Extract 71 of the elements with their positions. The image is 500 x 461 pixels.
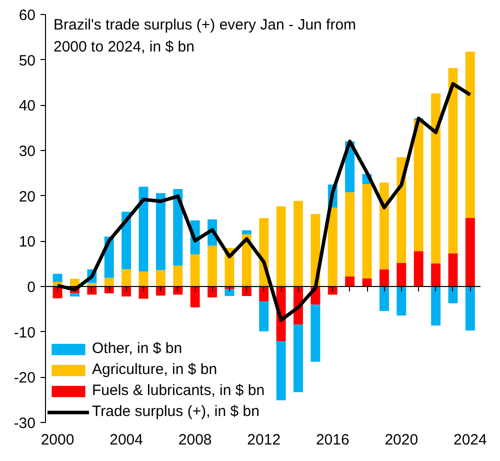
bar: [259, 286, 269, 302]
bar: [208, 246, 218, 286]
bar: [138, 186, 148, 272]
y-tick-label: 0: [27, 279, 36, 296]
bar: [276, 341, 286, 400]
x-tick-label: 2020: [384, 432, 418, 448]
bar: [224, 289, 234, 296]
bar: [70, 293, 80, 296]
bar: [242, 230, 252, 234]
x-tick-label: 2016: [316, 432, 350, 448]
bar: [431, 263, 441, 286]
bar: [465, 286, 475, 330]
bar: [259, 301, 269, 332]
bar: [173, 189, 183, 266]
bar: [52, 286, 62, 298]
x-tick-label: 2024: [454, 432, 487, 448]
bar: [310, 304, 320, 362]
bar: [208, 286, 218, 298]
x-tick-label: 2008: [178, 432, 212, 448]
bar: [122, 269, 132, 286]
bar: [345, 276, 355, 286]
bar: [431, 93, 441, 264]
y-tick-label: -20: [14, 370, 36, 387]
bar: [431, 286, 441, 326]
y-tick-label: 50: [18, 52, 36, 70]
bar: [448, 253, 458, 286]
bar: [465, 52, 475, 218]
bar: [379, 286, 389, 311]
bar: [379, 269, 389, 286]
bar: [328, 208, 338, 286]
bar: [294, 200, 303, 286]
bar: [448, 286, 458, 304]
bar: [122, 212, 132, 270]
y-tick-label: 60: [18, 7, 36, 24]
legend-label: Agriculture, in $ bn: [92, 361, 218, 378]
bar: [173, 266, 183, 286]
bar: [242, 286, 252, 296]
bar: [362, 184, 372, 278]
legend-label: Other, in $ bn: [92, 340, 182, 357]
text: Brazil's trade surplus (+) every Jan - Jun from 2000 to 2024, in $ bn: [54, 16, 356, 56]
y-tick-label: -30: [14, 415, 36, 432]
bar: [465, 218, 475, 286]
bar: [52, 274, 62, 282]
y-tick-label: 40: [18, 98, 36, 115]
y-tick-label: -10: [14, 324, 36, 342]
legend-label: Trade surplus (+), in $ bn: [92, 403, 260, 420]
bar: [414, 120, 424, 252]
bar: [190, 286, 200, 308]
x-tick-label: 2000: [40, 432, 74, 448]
bar: [156, 270, 166, 286]
bar: [362, 278, 372, 286]
bar: [396, 286, 406, 316]
legend-label: Fuels & lubricants, in $ bn: [92, 382, 265, 399]
bar: [396, 157, 406, 263]
bar: [276, 206, 286, 286]
bar: [156, 193, 166, 270]
bar: [345, 192, 355, 277]
y-tick-label: 20: [18, 188, 36, 206]
bar: [104, 278, 114, 286]
y-tick-label: 30: [18, 143, 36, 160]
x-tick-label: 2012: [247, 432, 281, 448]
y-tick-label: 10: [18, 234, 36, 251]
bar: [414, 251, 424, 286]
bar: [122, 286, 132, 296]
bar: [190, 254, 200, 286]
bar: [294, 324, 303, 392]
bar: [448, 68, 458, 254]
bar: [379, 182, 389, 270]
bar: [396, 262, 406, 286]
bar: [138, 272, 148, 286]
x-tick-label: 2004: [110, 432, 143, 448]
